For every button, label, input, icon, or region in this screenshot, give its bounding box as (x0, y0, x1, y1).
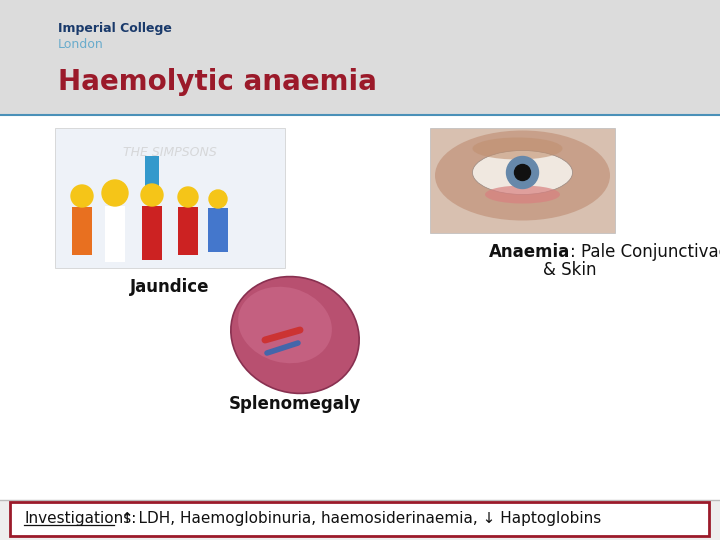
Text: Jaundice: Jaundice (130, 278, 210, 296)
Circle shape (141, 184, 163, 206)
Circle shape (178, 187, 198, 207)
Bar (0, 0, 720, 115)
Circle shape (102, 180, 128, 206)
Circle shape (506, 157, 539, 188)
Bar (178, 207, 198, 255)
Bar (142, 206, 162, 260)
Text: : Pale Conjunctivae: : Pale Conjunctivae (570, 243, 720, 261)
FancyBboxPatch shape (10, 502, 709, 536)
Text: ↑ LDH, Haemoglobinuria, haemosiderinaemia, ↓ Haptoglobins: ↑ LDH, Haemoglobinuria, haemosiderinaemi… (116, 511, 601, 526)
Ellipse shape (238, 287, 332, 363)
Bar (0, 115, 720, 505)
Text: Investigations:: Investigations: (24, 511, 136, 526)
Circle shape (209, 190, 227, 208)
Bar (208, 208, 228, 252)
Ellipse shape (435, 131, 610, 220)
Circle shape (71, 185, 93, 207)
Bar (55, 128, 285, 268)
Bar (72, 207, 92, 255)
Text: THE SIMPSONS: THE SIMPSONS (123, 146, 217, 159)
Ellipse shape (231, 276, 359, 394)
Text: Splenomegaly: Splenomegaly (229, 395, 361, 413)
Bar (105, 206, 125, 262)
Text: Imperial College: Imperial College (58, 22, 172, 35)
Bar (430, 128, 615, 233)
Text: Haemolytic anaemia: Haemolytic anaemia (58, 68, 377, 96)
Ellipse shape (472, 138, 562, 159)
Bar (0, 500, 720, 540)
Text: & Skin: & Skin (544, 261, 597, 279)
Text: Anaemia: Anaemia (489, 243, 570, 261)
Ellipse shape (485, 186, 560, 204)
Circle shape (515, 165, 531, 180)
Ellipse shape (472, 151, 572, 194)
Bar (145, 156, 159, 188)
Text: London: London (58, 38, 104, 51)
